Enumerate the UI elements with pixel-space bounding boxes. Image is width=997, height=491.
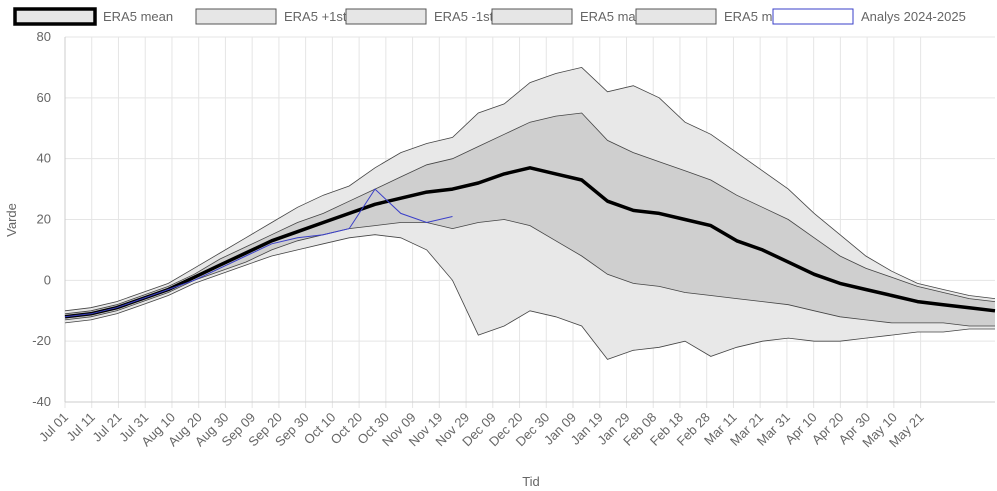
x-tick-label: Jul 11 — [63, 410, 97, 444]
legend-swatch — [491, 8, 573, 25]
x-tick-label: Jul 21 — [89, 410, 124, 445]
legend-label: Analys 2024-2025 — [861, 9, 966, 24]
legend-label: ERA5 min — [724, 9, 783, 24]
legend-swatch — [772, 8, 854, 25]
legend-swatch — [195, 8, 277, 25]
legend-swatch — [345, 8, 427, 25]
x-tick-label: Jul 01 — [36, 410, 71, 445]
y-tick-label: 80 — [37, 29, 51, 44]
area-bands — [65, 67, 995, 360]
legend-label: ERA5 +1std — [284, 9, 354, 24]
x-axis-title: Tid — [522, 474, 540, 489]
max-line — [64, 66, 996, 312]
y-tick-label: -40 — [32, 394, 51, 409]
y-tick-label: 20 — [37, 212, 51, 227]
legend-label: ERA5 -1std — [434, 9, 500, 24]
legend-label: ERA5 mean — [103, 9, 173, 24]
y-tick-label: -20 — [32, 333, 51, 348]
y-tick-label: 40 — [37, 151, 51, 166]
legend-swatch — [635, 8, 717, 25]
legend-swatch — [13, 7, 97, 26]
legend-label: ERA5 max — [580, 9, 643, 24]
mean-line — [64, 166, 996, 319]
series-lines — [64, 66, 996, 360]
std-band — [65, 113, 995, 326]
plus-std-line — [64, 112, 996, 315]
legend[interactable]: ERA5 mean ERA5 +1std ERA5 -1std ERA5 max ERA… — [13, 7, 966, 26]
analys-line — [64, 188, 453, 318]
y-tick-label: 60 — [37, 90, 51, 105]
min-line — [64, 234, 995, 360]
minus-std-line — [64, 219, 995, 327]
y-axis-title: Varde — [4, 203, 19, 237]
y-tick-label: 0 — [44, 272, 51, 287]
